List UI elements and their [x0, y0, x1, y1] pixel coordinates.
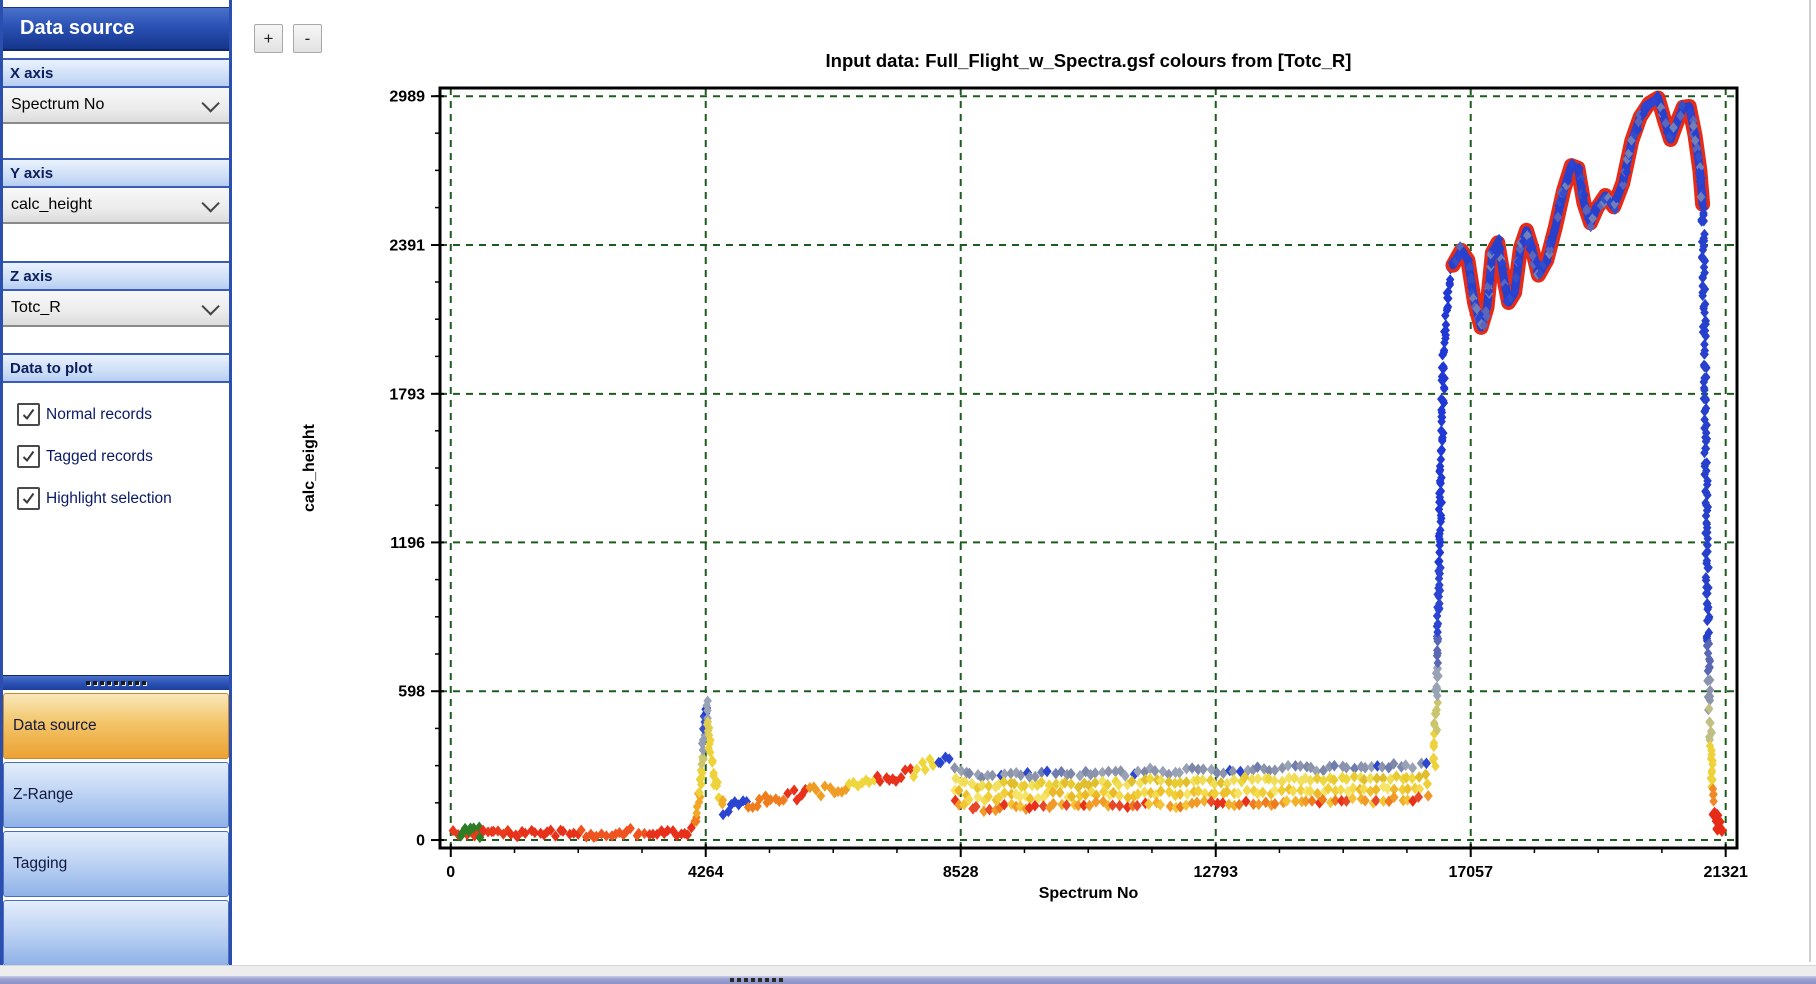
chevron-down-icon [201, 93, 220, 113]
series-green-block [456, 821, 485, 844]
series-takeoff-spike-down [702, 695, 728, 810]
series-survey-band [950, 757, 1433, 818]
checkbox-icon [17, 403, 40, 426]
x-axis-select[interactable]: Spectrum No [3, 88, 229, 124]
tab-label: Z-Range [13, 786, 74, 803]
y-axis-label: Y axis [3, 158, 229, 188]
x-axis-title: Spectrum No [1039, 885, 1139, 902]
svg-text:1793: 1793 [389, 386, 425, 403]
highlight-selection-checkbox[interactable]: Highlight selection [17, 484, 229, 513]
checkbox-label: Highlight selection [46, 489, 172, 507]
tab-z-range[interactable]: Z-Range [3, 762, 229, 828]
y-axis-value: calc_height [11, 196, 92, 213]
y-axis-select[interactable]: calc_height [3, 188, 229, 224]
svg-text:21321: 21321 [1703, 864, 1748, 881]
tab-label: Tagging [13, 855, 68, 872]
series-low-level-mixed [718, 751, 954, 821]
svg-text:8528: 8528 [943, 864, 979, 881]
svg-text:0: 0 [416, 833, 425, 850]
checkbox-icon [17, 445, 40, 468]
z-axis-select[interactable]: Totc_R [3, 291, 229, 327]
x-axis-value: Spectrum No [11, 96, 105, 113]
y-axis-title: calc_height [301, 423, 318, 512]
svg-text:4264: 4264 [688, 864, 724, 881]
zoom-in-button[interactable]: + [254, 24, 283, 53]
series-high-altitude-tagged [1445, 90, 1711, 335]
data-to-plot-options: Normal records Tagged records Highlight … [3, 383, 229, 526]
z-axis-label: Z axis [3, 261, 229, 291]
x-axis-label: X axis [3, 58, 229, 88]
tab-empty[interactable] [3, 900, 229, 966]
checkbox-label: Tagged records [46, 447, 153, 465]
tagged-records-checkbox[interactable]: Tagged records [17, 442, 229, 471]
svg-text:2989: 2989 [389, 89, 425, 106]
zoom-out-button[interactable]: - [293, 24, 322, 53]
panel-splitter[interactable] [3, 675, 229, 690]
grip-dots-icon [730, 978, 783, 982]
chart-title: Input data: Full_Flight_w_Spectra.gsf co… [826, 50, 1352, 71]
panel-title: Data source [3, 7, 229, 51]
series-ascent [1428, 262, 1458, 772]
status-strip [0, 965, 1816, 976]
plot-area: + - 0 4264 8528 12793 17057 21321 0 598 1196 1793… [232, 0, 1816, 984]
chevron-down-icon [201, 296, 220, 316]
tab-label: Data source [13, 717, 97, 734]
svg-text:0: 0 [446, 864, 455, 881]
series-green-block-red-dot [478, 824, 488, 836]
series-descent [1697, 202, 1718, 807]
series-landing-red [1708, 806, 1727, 838]
checkbox-icon [17, 487, 40, 510]
data-source-panel: Data source X axis Spectrum No Y axis ca… [0, 0, 232, 966]
svg-text:2391: 2391 [389, 238, 425, 255]
svg-text:598: 598 [398, 684, 425, 701]
window-edge [1809, 0, 1811, 962]
bottom-splitter[interactable] [0, 976, 1816, 984]
checkbox-label: Normal records [46, 405, 152, 423]
svg-text:1196: 1196 [390, 535, 425, 552]
data-to-plot-label: Data to plot [3, 353, 229, 383]
normal-records-checkbox[interactable]: Normal records [17, 400, 229, 429]
tab-tagging[interactable]: Tagging [3, 831, 229, 897]
z-axis-value: Totc_R [11, 299, 61, 316]
chevron-down-icon [201, 193, 220, 213]
tab-data-source[interactable]: Data source [3, 693, 229, 759]
svg-text:12793: 12793 [1193, 864, 1238, 881]
svg-text:17057: 17057 [1448, 864, 1493, 881]
scatter-plot[interactable]: 0 4264 8528 12793 17057 21321 0 598 1196 1793 2391… [232, 0, 1816, 984]
